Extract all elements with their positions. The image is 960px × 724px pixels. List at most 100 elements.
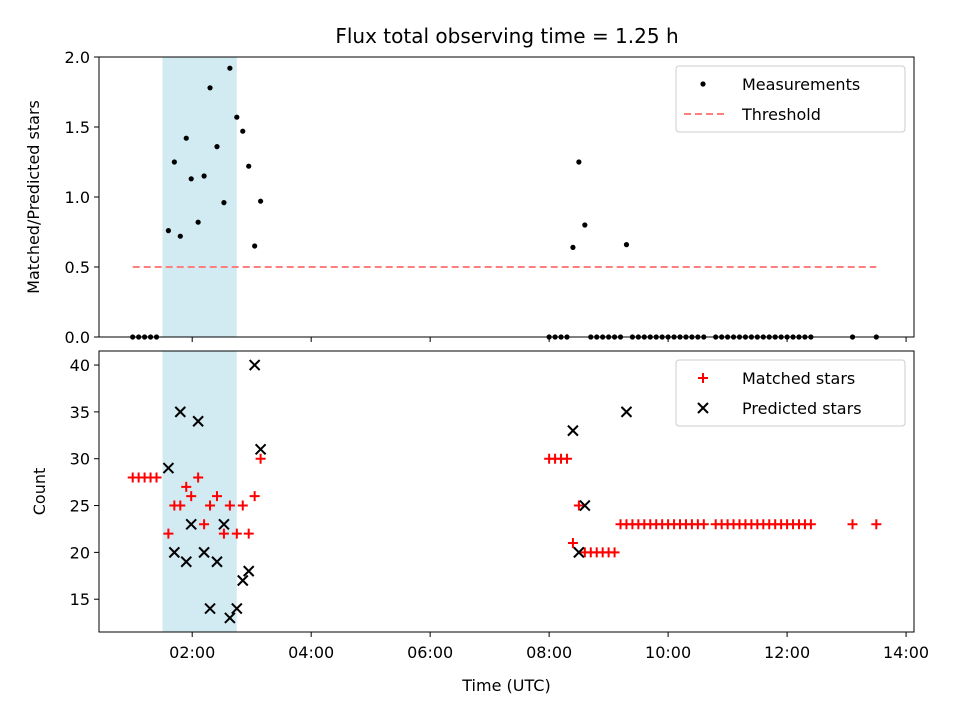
- matched-stars-point: [567, 538, 578, 549]
- legend-measurements-icon: [700, 81, 706, 87]
- matched-stars-point: [237, 500, 248, 511]
- predicted-stars-point: [237, 574, 249, 587]
- top-panel: 0.0 0.5 1.0 1.5 2.0 Matched/Predicted stars Me…: [24, 48, 915, 347]
- measurement-point: [227, 65, 233, 71]
- predicted-stars-point: [192, 415, 204, 427]
- predicted-stars-point: [168, 546, 181, 559]
- predicted-stars-point: [243, 565, 255, 577]
- measurement-point: [188, 176, 194, 182]
- legend-entry-label: Matched stars: [742, 369, 855, 388]
- measurement-point: [240, 128, 246, 134]
- top-y-tick-label: 0.0: [65, 328, 90, 347]
- chart-title: Flux total observing time = 1.25 h: [335, 24, 678, 48]
- measurement-point: [570, 244, 576, 250]
- matched-stars-point: [151, 472, 162, 483]
- matched-stars-point: [573, 500, 584, 511]
- predicted-stars-point: [198, 546, 210, 559]
- predicted-stars-point: [620, 406, 633, 418]
- top-y-axis-label: Matched/Predicted stars: [24, 100, 43, 294]
- predicted-stars-point: [567, 424, 579, 437]
- top-y-tick-label: 2.0: [65, 48, 90, 67]
- matched-stars-point: [609, 547, 620, 558]
- predicted-stars-point: [204, 602, 216, 615]
- measurement-point: [183, 135, 189, 141]
- x-tick-label: 06:00: [407, 643, 453, 662]
- measurement-point: [207, 85, 213, 91]
- matched-stars-point: [255, 453, 266, 464]
- bottom-legend-box: [675, 359, 906, 427]
- predicted-stars-point: [211, 556, 223, 568]
- bottom-y-tick-label: 30: [70, 450, 90, 469]
- matched-stars-point: [193, 472, 204, 483]
- bottom-axes-frame: [98, 350, 915, 633]
- matched-stars-point: [805, 519, 816, 530]
- top-axes-frame: [98, 56, 915, 338]
- measurement-point: [258, 198, 264, 204]
- top-y-tick-label: 1.0: [65, 188, 90, 207]
- bottom-y-tick-label: 35: [70, 403, 90, 422]
- matched-stars-point: [243, 528, 254, 539]
- measurement-point: [221, 200, 227, 206]
- bottom-y-axis-label: Count: [30, 468, 49, 516]
- measurement-point: [177, 233, 183, 239]
- bottom-y-tick-label: 40: [70, 356, 90, 375]
- measurement-point: [214, 144, 220, 150]
- predicted-stars-point: [224, 612, 236, 624]
- matched-stars-point: [224, 500, 235, 511]
- top-legend: Measurements Threshold: [675, 65, 906, 133]
- legend-predicted-stars-icon: [697, 402, 709, 414]
- measurement-point: [252, 243, 258, 249]
- x-tick-label: 12:00: [764, 643, 810, 662]
- x-tick-label: 04:00: [288, 643, 334, 662]
- x-axis-label: Time (UTC): [461, 676, 550, 695]
- matched-stars-point: [163, 528, 174, 539]
- predicted-stars-point: [174, 406, 187, 418]
- bottom-shaded-interval: [162, 351, 237, 632]
- bottom-y-tick-label: 25: [70, 497, 90, 516]
- top-y-tick-label: 0.5: [65, 258, 90, 277]
- top-legend-box: [675, 65, 906, 133]
- legend-entry-label: Measurements: [742, 75, 860, 94]
- x-tick-label: 14:00: [883, 643, 929, 662]
- matched-stars-point: [175, 500, 186, 511]
- matched-stars-point: [205, 500, 216, 511]
- bottom-panel: 15 20 25 30 35 40 02:00 04:00 06:00 08:00 10:00 12:…: [30, 350, 929, 662]
- predicted-stars-point: [185, 518, 197, 530]
- matched-stars-point: [199, 519, 210, 530]
- matched-stars-point: [698, 519, 709, 530]
- x-tick-label: 02:00: [169, 643, 215, 662]
- bottom-y-tick-label: 15: [70, 590, 90, 609]
- predicted-stars-point: [579, 499, 591, 512]
- measurement-point: [246, 163, 252, 169]
- legend-matched-stars-icon: [698, 373, 708, 383]
- measurement-point: [623, 242, 630, 248]
- matched-stars-point: [871, 519, 882, 530]
- matched-stars-point: [231, 528, 242, 539]
- predicted-stars-point: [180, 556, 192, 568]
- top-y-tick-label: 1.5: [65, 118, 90, 137]
- matched-stars-point: [186, 491, 197, 502]
- predicted-stars-point: [162, 462, 175, 474]
- measurement-point: [195, 219, 201, 225]
- measurement-point: [201, 173, 207, 179]
- predicted-stars-point: [573, 546, 585, 559]
- matched-stars-point: [181, 481, 192, 492]
- measurement-point: [234, 114, 240, 120]
- matched-stars-point: [249, 491, 260, 502]
- predicted-stars-point: [231, 602, 243, 615]
- predicted-stars-point: [254, 443, 267, 456]
- measurement-point: [576, 159, 582, 165]
- legend-entry-label: Threshold: [741, 105, 821, 124]
- matched-stars-point: [211, 491, 222, 502]
- legend-entry-label: Predicted stars: [742, 399, 862, 418]
- measurement-point: [171, 159, 177, 165]
- top-shaded-interval: [162, 57, 237, 337]
- x-tick-label: 08:00: [526, 643, 572, 662]
- predicted-stars-point: [248, 359, 261, 371]
- predicted-stars-point: [218, 518, 230, 530]
- bottom-legend: Matched stars Predicted stars: [675, 359, 906, 427]
- matched-stars-point: [561, 453, 572, 464]
- measurement-point: [165, 228, 172, 234]
- measurement-point: [582, 222, 588, 228]
